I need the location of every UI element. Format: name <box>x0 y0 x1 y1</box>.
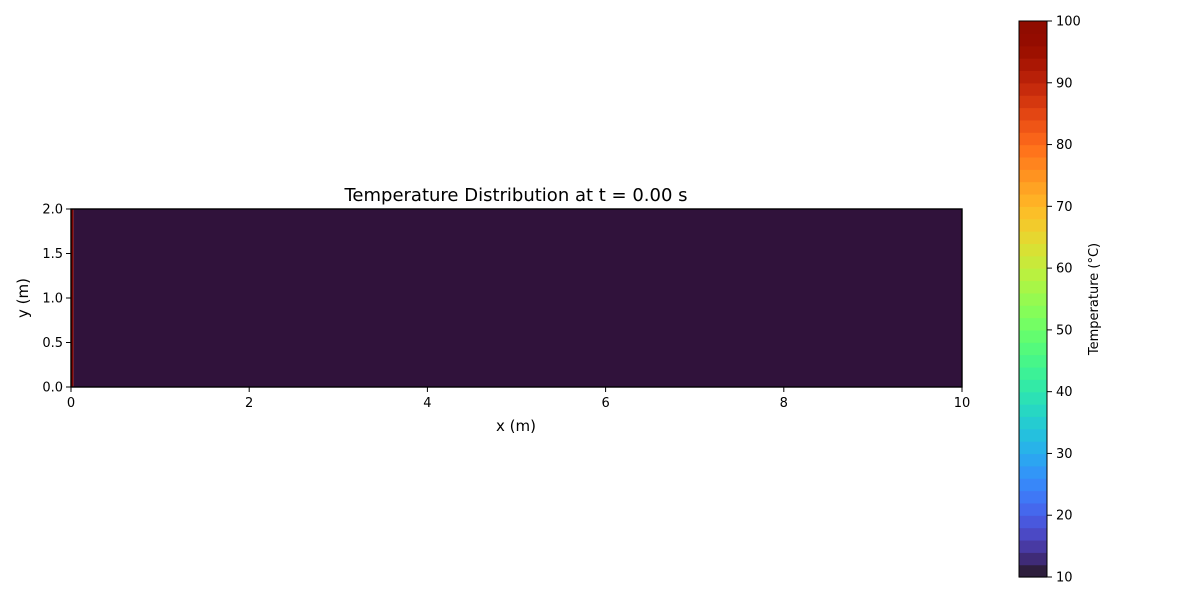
colorbar-level <box>1019 539 1047 553</box>
colorbar-level <box>1019 82 1047 96</box>
colorbar-level <box>1019 441 1047 455</box>
heatmap-field <box>71 209 963 387</box>
colorbar-level <box>1019 502 1047 516</box>
colorbar-level <box>1019 243 1047 257</box>
colorbar-level <box>1019 95 1047 109</box>
colorbar-level <box>1019 354 1047 368</box>
colorbar-level <box>1019 552 1047 566</box>
colorbar-level <box>1019 366 1047 380</box>
colorbar-tick-label: 70 <box>1056 200 1073 215</box>
colorbar-level <box>1019 231 1047 244</box>
x-tick-label: 4 <box>423 396 431 411</box>
colorbar-level <box>1019 280 1047 294</box>
colorbar-level <box>1019 70 1047 84</box>
colorbar-level <box>1019 132 1047 146</box>
colorbar-label: Temperature (°C) <box>1087 243 1102 356</box>
colorbar-tick-label: 100 <box>1056 15 1081 30</box>
colorbar-level <box>1019 329 1047 343</box>
x-axis-label: x (m) <box>496 417 536 435</box>
colorbar-level <box>1019 292 1047 306</box>
colorbar-level <box>1019 268 1047 282</box>
colorbar-level <box>1019 119 1047 133</box>
colorbar: 10 20 30 40 50 60 70 80 90 100 <box>1018 15 1081 586</box>
chart-title: Temperature Distribution at t = 0.00 s <box>343 185 687 206</box>
y-axis-label: y (m) <box>14 278 32 318</box>
colorbar-tick-label: 50 <box>1056 323 1073 338</box>
colorbar-level <box>1019 156 1047 170</box>
colorbar-level <box>1019 465 1047 479</box>
y-tick-label: 2.0 <box>42 203 63 218</box>
colorbar-tick-label: 30 <box>1056 447 1073 462</box>
colorbar-level <box>1019 453 1047 467</box>
colorbar-level <box>1019 58 1047 72</box>
x-tick-label: 8 <box>780 396 788 411</box>
y-tick-label: 1.5 <box>42 247 63 262</box>
colorbar-level <box>1019 428 1047 442</box>
colorbar-level <box>1019 478 1047 492</box>
colorbar-level <box>1019 107 1047 121</box>
y-tick-label: 0.0 <box>42 381 63 396</box>
heatmap-region-1 <box>73 209 963 387</box>
colorbar-level <box>1019 255 1047 269</box>
colorbar-level <box>1019 144 1047 158</box>
colorbar-level <box>1019 527 1047 541</box>
colorbar-level <box>1019 391 1047 405</box>
colorbar-tick-label: 80 <box>1056 138 1073 153</box>
x-axis: 0 2 4 6 8 10 <box>67 387 970 411</box>
colorbar-level <box>1019 21 1047 34</box>
y-tick-label: 1.0 <box>42 292 63 307</box>
colorbar-level <box>1019 490 1047 504</box>
colorbar-tick-label: 60 <box>1056 262 1073 277</box>
colorbar-level <box>1019 564 1047 578</box>
colorbar-level <box>1019 379 1047 393</box>
colorbar-level <box>1019 181 1047 195</box>
colorbar-level <box>1019 169 1047 183</box>
colorbar-tick-label: 20 <box>1056 509 1073 524</box>
y-tick-label: 0.5 <box>42 336 63 351</box>
colorbar-tick-label: 10 <box>1056 571 1073 586</box>
x-tick-label: 0 <box>67 396 75 411</box>
x-tick-label: 6 <box>601 396 609 411</box>
y-axis: 0.0 0.5 1.0 1.5 2.0 <box>42 203 71 396</box>
colorbar-level <box>1019 317 1047 331</box>
colorbar-level <box>1019 206 1047 220</box>
colorbar-frame <box>1018 20 1048 578</box>
colorbar-tick-label: 90 <box>1056 76 1073 91</box>
colorbar-level <box>1019 515 1047 529</box>
colorbar-level <box>1019 45 1047 59</box>
x-tick-label: 10 <box>954 396 971 411</box>
colorbar-level <box>1019 193 1047 207</box>
colorbar-level <box>1019 218 1047 232</box>
colorbar-level <box>1019 305 1047 319</box>
colorbar-level <box>1019 342 1047 356</box>
colorbar-level <box>1019 33 1047 47</box>
colorbar-level <box>1019 404 1047 417</box>
heatmap-region-0 <box>71 209 74 387</box>
colorbar-level <box>1019 416 1047 430</box>
x-tick-label: 2 <box>245 396 253 411</box>
colorbar-tick-label: 40 <box>1056 385 1073 400</box>
